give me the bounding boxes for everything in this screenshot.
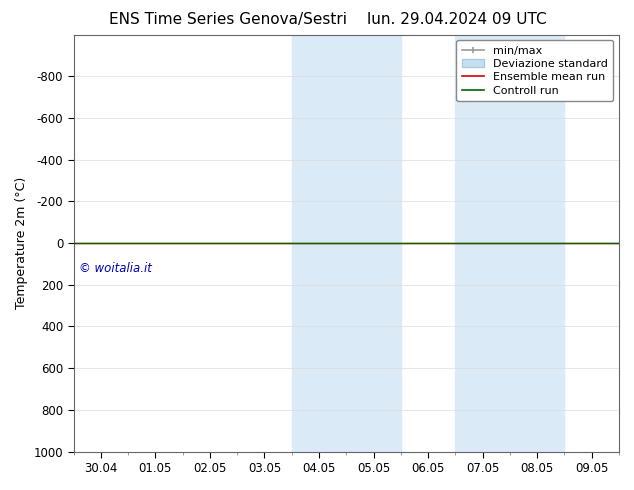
- Bar: [319, 35, 401, 452]
- Bar: [482, 35, 564, 452]
- Y-axis label: Temperature 2m (°C): Temperature 2m (°C): [15, 177, 28, 309]
- Legend: min/max, Deviazione standard, Ensemble mean run, Controll run: min/max, Deviazione standard, Ensemble m…: [456, 40, 614, 101]
- Text: ENS Time Series Genova/Sestri: ENS Time Series Genova/Sestri: [109, 12, 347, 27]
- Bar: [455, 35, 482, 452]
- Text: © woitalia.it: © woitalia.it: [79, 262, 152, 274]
- Text: lun. 29.04.2024 09 UTC: lun. 29.04.2024 09 UTC: [366, 12, 547, 27]
- Bar: [292, 35, 319, 452]
